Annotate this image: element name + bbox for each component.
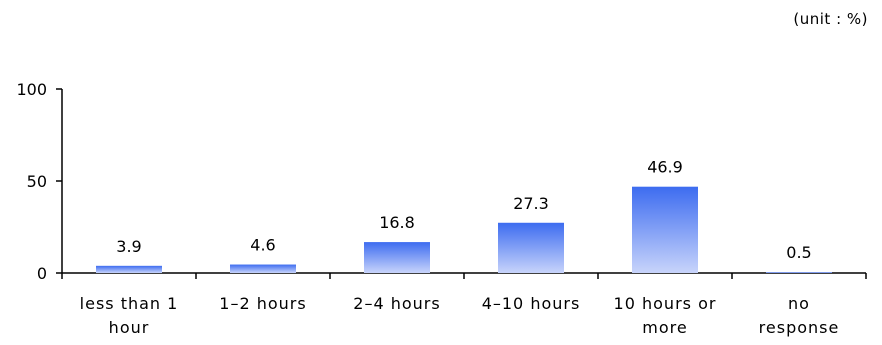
x-tick-label: hour <box>109 318 150 337</box>
value-label: 3.9 <box>116 237 141 256</box>
x-tick-label: more <box>642 318 687 337</box>
x-tick-label: 4–10 hours <box>482 294 581 313</box>
chart-labels: 0 50 100 3.9 less than 1 hour 4.6 1–2 hours 16.8… <box>16 80 840 337</box>
y-tick-label: 0 <box>37 264 47 283</box>
x-tick-label: less than 1 <box>80 294 179 313</box>
bar <box>364 242 430 273</box>
value-label: 0.5 <box>786 243 811 262</box>
chart-bars <box>96 186 832 273</box>
y-tick-label: 50 <box>27 172 47 191</box>
unit-note: (unit : %) <box>793 10 868 28</box>
value-label: 27.3 <box>513 194 549 213</box>
x-tick-label: 2–4 hours <box>353 294 440 313</box>
bar <box>96 265 162 273</box>
x-tick-label: response <box>759 318 840 337</box>
bar <box>632 186 698 273</box>
bar <box>230 264 296 273</box>
x-tick-label: no <box>788 294 810 313</box>
value-label: 4.6 <box>250 236 275 255</box>
x-tick-label: 10 hours or <box>614 294 717 313</box>
y-tick-label: 100 <box>16 80 47 99</box>
chart-axes <box>56 88 867 279</box>
value-label: 16.8 <box>379 213 415 232</box>
bar <box>766 272 832 273</box>
x-tick-label: 1–2 hours <box>219 294 306 313</box>
value-label: 46.9 <box>647 158 683 177</box>
bar <box>498 222 564 273</box>
